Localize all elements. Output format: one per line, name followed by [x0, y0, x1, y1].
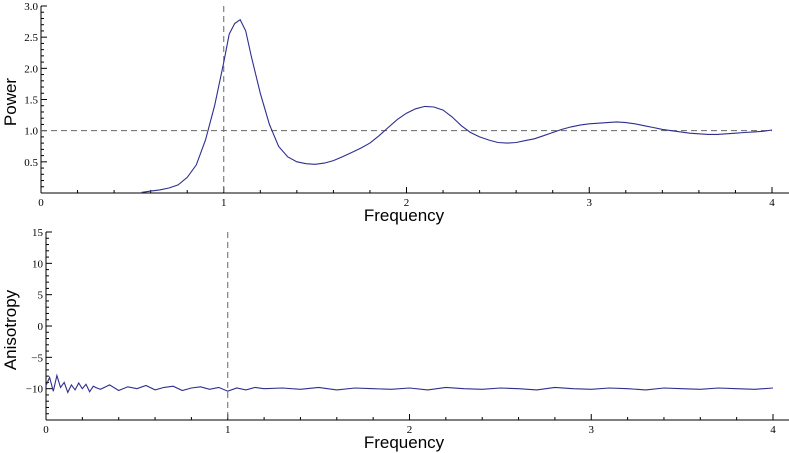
power-y-axis-title: Power — [1, 78, 20, 127]
anisotropy-x-ticks: 0 1 2 3 4 — [43, 414, 776, 436]
anisotropy-series-line — [45, 373, 774, 394]
aniso-x-tick-label: 2 — [407, 424, 413, 436]
aniso-y-tick-label: −10 — [26, 384, 44, 396]
anisotropy-chart: −10 −5 0 5 10 15 0 1 2 3 4 Frequency Anisotropy — [1, 227, 789, 452]
aniso-x-tick-label: 0 — [43, 424, 49, 436]
aniso-y-tick-label: −5 — [31, 352, 43, 364]
aniso-y-tick-label: 10 — [32, 258, 44, 270]
power-y-tick-label: 0.5 — [24, 157, 38, 169]
power-x-tick-label: 4 — [769, 197, 775, 209]
power-y-tick-label: 3.0 — [24, 1, 38, 13]
anisotropy-y-axis-title: Anisotropy — [1, 289, 20, 370]
power-chart: 0.5 1.0 1.5 2.0 2.5 3.0 0 1 2 3 4 Frequency Power — [1, 1, 789, 225]
aniso-y-tick-label: 15 — [32, 227, 44, 239]
power-y-tick-label: 1.0 — [24, 126, 38, 138]
aniso-y-tick-label: 5 — [38, 290, 44, 302]
anisotropy-x-axis-title: Frequency — [364, 433, 445, 452]
power-y-ticks: 0.5 1.0 1.5 2.0 2.5 3.0 — [24, 1, 47, 194]
aniso-x-tick-label: 1 — [225, 424, 231, 436]
aniso-x-tick-label: 3 — [589, 424, 595, 436]
power-y-tick-label: 2.5 — [24, 32, 38, 44]
power-series-line — [141, 18, 773, 193]
aniso-y-tick-label: 0 — [38, 321, 44, 333]
power-y-tick-label: 1.5 — [24, 95, 38, 107]
anisotropy-y-ticks: −10 −5 0 5 10 15 — [26, 227, 52, 421]
power-x-tick-label: 3 — [587, 197, 593, 209]
power-y-tick-label: 2.0 — [24, 63, 38, 75]
aniso-x-tick-label: 4 — [770, 424, 776, 436]
power-x-axis-title: Frequency — [364, 206, 445, 225]
power-x-tick-label: 2 — [404, 197, 410, 209]
power-x-tick-label: 0 — [38, 197, 44, 209]
power-x-tick-label: 1 — [221, 197, 227, 209]
